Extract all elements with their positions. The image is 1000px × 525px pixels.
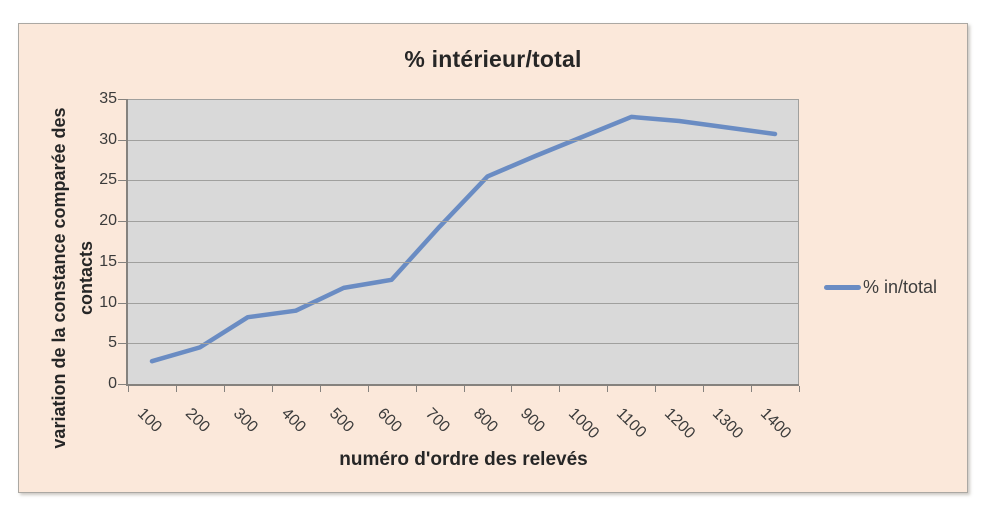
x-axis-tick-mark xyxy=(607,386,608,392)
y-axis-tick-label: 0 xyxy=(108,375,117,392)
x-axis-line xyxy=(126,384,799,386)
x-axis-tick-label: 200 xyxy=(181,405,213,436)
chart-frame: % intérieur/total variation de la consta… xyxy=(18,23,968,493)
gridline xyxy=(128,140,799,141)
gridline xyxy=(128,221,799,222)
x-axis-tick-mark xyxy=(128,386,129,392)
chart-title: % intérieur/total xyxy=(404,46,582,72)
y-axis-tick-mark xyxy=(118,262,126,263)
legend: % in/total xyxy=(824,274,937,300)
y-axis-tick-mark xyxy=(118,180,126,181)
x-axis-tick-label: 700 xyxy=(421,405,453,436)
gridline xyxy=(128,99,799,100)
x-axis-tick-label: 1100 xyxy=(613,405,650,442)
y-axis-tick-mark xyxy=(118,99,126,100)
x-axis-tick-mark xyxy=(320,386,321,392)
x-axis-tick-mark xyxy=(511,386,512,392)
y-axis-tick-mark xyxy=(118,221,126,222)
series-line xyxy=(149,114,778,364)
x-axis-tick-label: 300 xyxy=(229,405,261,436)
x-axis-tick-label: 800 xyxy=(469,405,501,436)
gridline xyxy=(128,343,799,344)
series-svg xyxy=(149,114,778,364)
x-axis-tick-mark xyxy=(224,386,225,392)
y-axis-tick-label: 20 xyxy=(99,212,117,229)
legend-line-sample xyxy=(824,284,861,290)
x-axis-tick-mark xyxy=(176,386,177,392)
x-axis-tick-mark xyxy=(272,386,273,392)
x-axis-tick-mark xyxy=(416,386,417,392)
plot-right-border xyxy=(798,99,799,384)
gridline xyxy=(128,303,799,304)
x-axis-tick-mark xyxy=(655,386,656,392)
y-axis-tick-mark xyxy=(118,343,126,344)
y-axis-tick-label: 25 xyxy=(99,171,117,188)
gridline xyxy=(128,262,799,263)
x-axis-title: numéro d'ordre des relevés xyxy=(339,449,588,470)
y-axis-tick-label: 35 xyxy=(99,90,117,107)
x-axis-tick-mark xyxy=(751,386,752,392)
x-axis-tick-label: 1000 xyxy=(565,405,603,443)
x-axis-tick-label: 1200 xyxy=(661,405,699,443)
x-axis-tick-mark xyxy=(703,386,704,392)
x-axis-tick-label: 900 xyxy=(517,405,549,436)
plot-area xyxy=(118,99,800,392)
x-axis-tick-mark xyxy=(464,386,465,392)
legend-label: % in/total xyxy=(863,276,938,297)
x-axis-tick-mark xyxy=(368,386,369,392)
x-axis-tick-label: 1400 xyxy=(756,405,795,443)
y-axis-tick-mark xyxy=(118,303,126,304)
y-axis-tick-label: 15 xyxy=(99,253,117,270)
x-axis-tick-mark xyxy=(559,386,560,392)
y-axis-tick-mark xyxy=(118,384,126,385)
x-axis-tick-label: 100 xyxy=(133,405,165,436)
y-axis-tick-label: 30 xyxy=(99,131,117,148)
x-axis-tick-label: 400 xyxy=(277,405,309,436)
y-axis-tick-label: 10 xyxy=(99,294,117,311)
x-axis-tick-label: 1300 xyxy=(709,405,747,443)
gridline xyxy=(128,180,799,181)
y-axis-tick-label: 5 xyxy=(108,334,117,351)
x-axis-tick-label: 500 xyxy=(325,405,357,436)
y-axis-line xyxy=(126,99,128,386)
y-axis-labels: 0 5 10 15 20 25 30 35 xyxy=(59,90,117,392)
x-axis-tick-label: 600 xyxy=(373,405,405,436)
x-axis-tick-mark xyxy=(799,386,800,392)
y-axis-tick-mark xyxy=(118,140,126,141)
